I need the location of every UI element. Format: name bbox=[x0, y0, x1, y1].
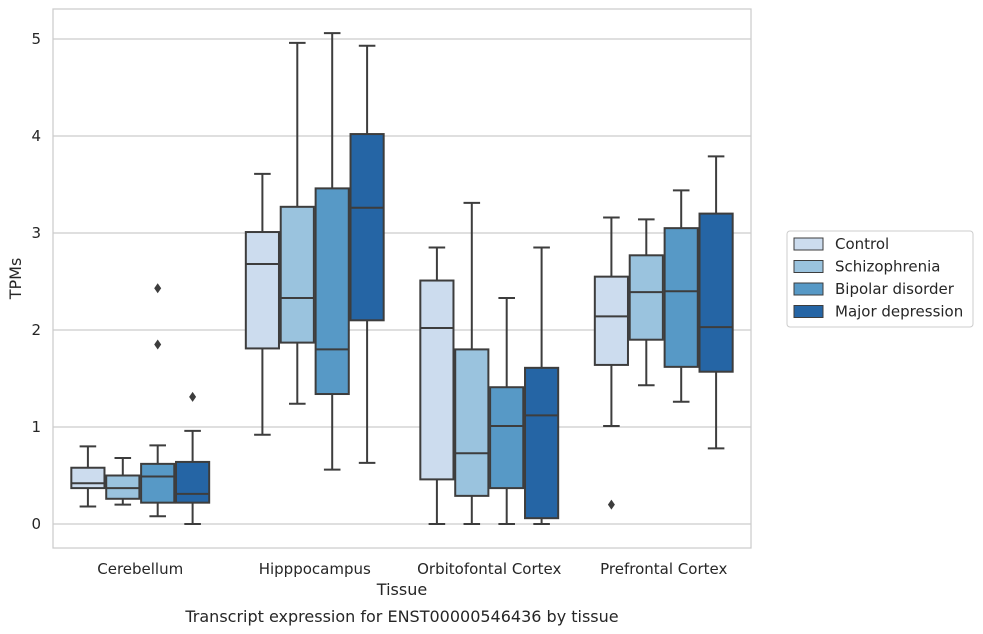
box-iqr bbox=[524, 366, 560, 520]
legend-swatch bbox=[793, 305, 824, 318]
box-iqr bbox=[349, 133, 385, 322]
box-plot bbox=[105, 457, 141, 506]
legend-label: Major depression bbox=[835, 303, 963, 321]
box-plot bbox=[524, 246, 560, 525]
box-plot bbox=[244, 172, 280, 436]
legend-swatch bbox=[793, 237, 824, 251]
legend-swatch bbox=[793, 260, 824, 273]
legend-label: Bipolar disorder bbox=[835, 280, 955, 298]
outlier-point bbox=[154, 283, 162, 294]
box-iqr bbox=[628, 254, 664, 341]
box-plot bbox=[698, 155, 734, 450]
legend-label: Schizophrenia bbox=[835, 258, 940, 276]
box-plot bbox=[419, 246, 455, 525]
box-iqr bbox=[489, 386, 525, 490]
box-iqr bbox=[70, 466, 106, 490]
box-iqr bbox=[593, 275, 629, 366]
x-tick-label: Cerebellum bbox=[97, 560, 183, 578]
box-plot bbox=[314, 32, 350, 471]
y-tick-label: 1 bbox=[31, 418, 41, 436]
box-iqr bbox=[279, 205, 315, 344]
y-tick-label: 4 bbox=[31, 127, 41, 145]
y-tick-label: 3 bbox=[31, 224, 41, 242]
y-tick-label: 0 bbox=[31, 515, 41, 533]
x-tick-labels: Cerebellum Hipppocampus Orbitofontal Corte… bbox=[97, 560, 727, 578]
outlier-point bbox=[189, 391, 197, 402]
box-plot bbox=[663, 189, 699, 403]
box-plot bbox=[349, 44, 385, 464]
box-plot bbox=[489, 296, 525, 525]
box-plot bbox=[454, 201, 490, 525]
box-groups bbox=[70, 32, 734, 525]
legend-frame bbox=[786, 230, 974, 328]
box-iqr bbox=[140, 462, 176, 504]
outlier-point bbox=[607, 499, 615, 510]
y-axis-label: TPMs bbox=[6, 258, 25, 301]
plot-frame bbox=[52, 8, 752, 549]
box-plot bbox=[593, 216, 629, 510]
box-iqr bbox=[663, 227, 699, 368]
x-tick-label: Orbitofontal Cortex bbox=[417, 560, 561, 578]
box-iqr bbox=[244, 231, 280, 350]
chart-caption: Transcript expression for ENST0000054643… bbox=[184, 607, 618, 626]
y-tick-labels: 0 1 2 3 4 5 bbox=[31, 30, 41, 533]
legend: Control Schizophrenia Bipolar disorder Majo… bbox=[786, 230, 974, 328]
x-tick-label: Hipppocampus bbox=[259, 560, 371, 578]
box-iqr bbox=[698, 212, 734, 373]
box-plot bbox=[628, 218, 664, 387]
box-plot bbox=[140, 283, 176, 518]
x-axis-label: Tissue bbox=[376, 580, 427, 599]
box-plot bbox=[279, 41, 315, 405]
box-plot bbox=[70, 445, 106, 508]
legend-swatch bbox=[793, 282, 824, 296]
y-tick-label: 2 bbox=[31, 321, 41, 339]
y-tick-label: 5 bbox=[31, 30, 41, 48]
box-iqr bbox=[454, 348, 490, 497]
box-plot bbox=[175, 391, 211, 525]
legend-label: Control bbox=[835, 235, 889, 253]
outlier-point bbox=[154, 339, 162, 350]
box-iqr bbox=[175, 460, 211, 504]
x-tick-label: Prefrontal Cortex bbox=[600, 560, 727, 578]
box-iqr bbox=[314, 187, 350, 396]
gridlines bbox=[53, 38, 751, 525]
box-iqr bbox=[419, 279, 455, 481]
